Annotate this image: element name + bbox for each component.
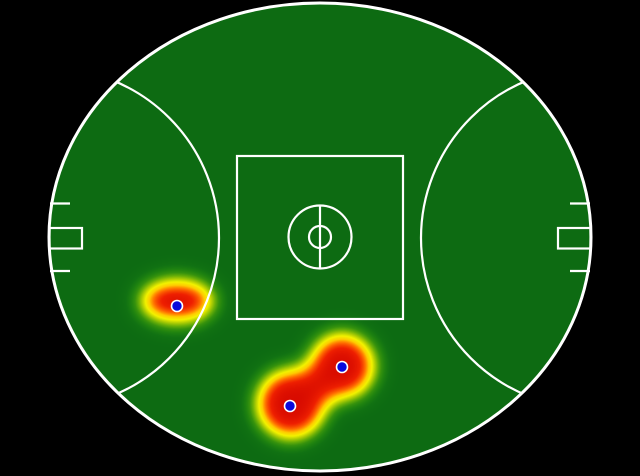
event-marker [283, 399, 297, 413]
fifty-metre-arc-left [49, 66, 221, 410]
fifty-metre-arc-right [419, 66, 591, 410]
field-markings [47, 1, 593, 473]
event-markers [170, 299, 349, 413]
fifty-metre-arcs [49, 66, 591, 410]
goal-square-left [48, 226, 84, 250]
event-marker [170, 299, 184, 313]
goal-square-right [556, 226, 592, 250]
centre-square [235, 154, 405, 321]
event-marker [335, 360, 349, 374]
